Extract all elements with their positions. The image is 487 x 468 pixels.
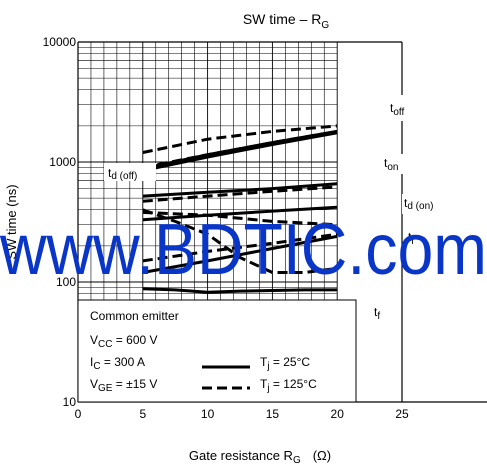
y-tick-label-10: 10 — [63, 395, 77, 409]
y-tick-label-100: 100 — [56, 275, 76, 289]
x-tick-label-0: 0 — [75, 407, 82, 421]
series-tr-25c — [142, 234, 338, 274]
legend-box — [77, 299, 357, 403]
curve-label-tf: tf — [374, 305, 380, 322]
series-tr-125c — [142, 232, 338, 263]
x-tick-label-25: 25 — [395, 407, 409, 421]
legend-condition-vge: VGE = ±15 V — [90, 377, 157, 394]
curve-label-ton: ton — [384, 156, 398, 173]
x-tick-label-20: 20 — [331, 407, 345, 421]
ton-label-bg — [380, 154, 412, 174]
curve-label-tdoff: td (off) — [108, 166, 137, 182]
toff-label-bg — [384, 95, 412, 121]
tick-labels: 0 5 10 15 20 25 10 100 1000 10000 — [43, 35, 409, 421]
x-axis-label: Gate resistance RG (Ω) — [189, 448, 331, 466]
chart-title: SW time – RG — [243, 11, 330, 31]
legend: Common emitter VCC = 600 V IC = 300 A VG… — [77, 299, 357, 403]
series-tdon-25c — [142, 205, 338, 222]
y-tick-label-1000: 1000 — [49, 155, 76, 169]
x-tick-label-5: 5 — [139, 407, 146, 421]
series-toff-125c — [142, 124, 338, 154]
curve-label-tdon: td (on) — [404, 196, 433, 212]
tf-label-bg — [366, 302, 394, 324]
legend-condition-vcc: VCC = 600 V — [90, 333, 158, 350]
curve-label-tr: tr — [408, 230, 415, 247]
watermark: www.BDTIC.com — [0, 210, 487, 290]
series-ton-125c — [142, 185, 338, 203]
x-tick-label-10: 10 — [201, 407, 215, 421]
tdoff-label-bg — [104, 163, 156, 181]
series-tdoff-25c — [142, 131, 338, 172]
x-tick-label-15: 15 — [266, 407, 280, 421]
curve-label-toff: toff — [390, 101, 405, 118]
series-ton-25c — [142, 182, 338, 198]
tdon-label-bg — [402, 194, 460, 214]
y-axis-label: SW time (ns) — [4, 184, 19, 259]
series-tf-125c — [142, 208, 338, 274]
series-tdon-125c — [142, 210, 338, 227]
legend-condition-ic: IC = 300 A — [90, 355, 145, 372]
series-curves — [142, 124, 338, 294]
series-tf-25c — [142, 287, 338, 294]
legend-title: Common emitter — [90, 309, 179, 323]
curve-labels: toff td (off) ton td (on) tr tf — [104, 95, 460, 324]
legend-entry-125c: Tj = 125°C — [260, 377, 317, 394]
legend-entry-25c: Tj = 25°C — [260, 355, 310, 372]
series-tdoff-125c — [142, 129, 338, 169]
y-tick-label-10000: 10000 — [43, 35, 77, 49]
